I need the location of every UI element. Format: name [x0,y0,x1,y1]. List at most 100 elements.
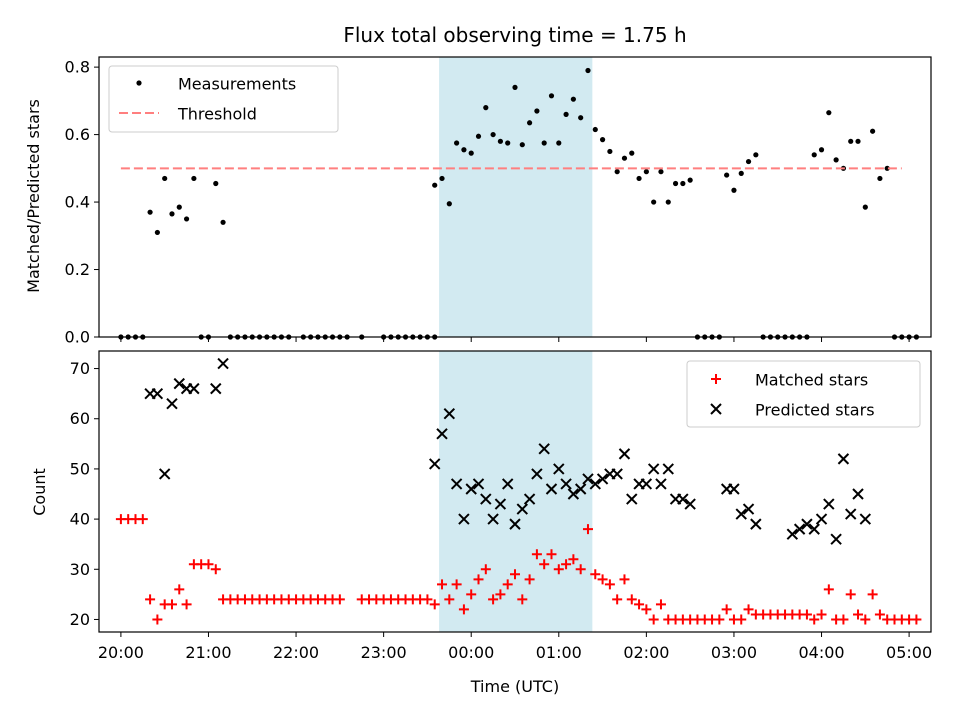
matched-point [152,614,163,625]
measurement-point [154,229,160,236]
matched-point [137,514,148,525]
matched-point [174,584,185,595]
bottom-y-axis-label: Count [30,468,49,516]
measurement-point [599,137,606,143]
matched-point [626,594,637,605]
matched-point [597,574,608,585]
matched-point [612,594,623,605]
measurement-point [548,93,555,99]
measurement-point [183,216,190,222]
predicted-point [210,382,222,395]
predicted-point [567,488,580,500]
matched-point [524,574,535,585]
measurement-point [570,96,576,102]
measurement-point [818,147,825,153]
predicted-point [472,478,485,490]
measurement-point [680,180,686,187]
measurement-point [651,199,657,205]
predicted-point [808,523,820,535]
matched-point [867,589,878,600]
measurement-point [526,120,533,126]
measurement-point [439,175,445,182]
measurement-point [578,115,584,121]
measurement-point [848,138,854,144]
measurement-point [884,165,890,171]
predicted-point [538,443,550,455]
matched-point [845,589,856,600]
y-tick-label: 0.6 [65,125,90,144]
legend-bottom: Matched stars Predicted stars [686,360,921,428]
matched-point [166,599,177,610]
measurement-point [519,142,525,148]
matched-point [874,609,885,620]
predicted-point [151,387,164,400]
measurement-point [614,169,620,175]
predicted-point [589,478,601,490]
ratio-panel: 0.0 0.2 0.4 0.6 0.8 Measurements Threshold [65,56,932,347]
matched-point [634,599,645,610]
matched-point [145,594,156,605]
matched-point [823,584,834,595]
predicted-point [823,498,835,510]
y-tick-label: 0.2 [65,260,90,279]
x-tick-label: 03:00 [711,643,757,662]
series-matched-stars [115,514,922,625]
top-y-axis-label: Matched/Predicted stars [24,99,43,293]
matched-point [655,599,666,610]
matched-point [495,589,506,600]
measurement-point [745,158,752,165]
legend-marker-predicted [710,403,722,415]
matched-point [911,614,922,625]
measurement-point [534,108,540,114]
predicted-point [494,498,507,510]
measurement-point [563,111,569,117]
matched-point [473,574,484,585]
count-panel: 20 30 40 50 60 70 20:00 21:00 22:00 23:00 00:00 01:… [70,350,932,662]
matched-point [561,559,572,570]
y-tick-label: 70 [70,359,90,378]
measurement-point [585,67,591,74]
matched-point [437,579,448,590]
measurement-point [855,138,861,144]
legend-top: Measurements Threshold [108,65,339,133]
predicted-point [574,483,587,495]
measurement-point [621,155,628,161]
x-tick-label: 05:00 [886,643,932,662]
predicted-point [465,483,477,495]
matched-point [860,614,871,625]
predicted-point [852,488,864,500]
y-tick-label: 0.0 [65,328,90,347]
measurement-point [862,204,868,210]
predicted-point [830,533,842,545]
predicted-point [545,483,558,495]
predicted-point [750,518,762,530]
plot-frame [98,350,932,633]
measurement-point [687,177,693,183]
predicted-point [801,518,813,530]
predicted-point [523,493,536,505]
measurement-point [541,140,547,146]
x-tick-label: 23:00 [361,643,407,662]
measurement-point [833,157,839,163]
y-tick-label: 50 [70,459,90,478]
predicted-point [640,478,653,490]
measurement-point [497,138,504,144]
predicted-point [611,468,623,480]
predicted-point [217,357,229,370]
predicted-point [560,478,572,490]
x-tick-label: 04:00 [798,643,844,662]
measurement-point [607,148,613,155]
predicted-point [786,528,799,540]
measurement-point [147,209,153,215]
matched-point [502,579,513,590]
legend-label-predicted: Predicted stars [755,401,875,420]
predicted-point [735,508,747,520]
matched-point [553,564,564,575]
matched-point [531,549,542,560]
matched-point [721,604,732,615]
predicted-point [684,498,696,510]
predicted-point [509,518,521,530]
matched-point [648,614,659,625]
y-tick-label: 30 [70,560,90,579]
matched-point [458,604,469,615]
